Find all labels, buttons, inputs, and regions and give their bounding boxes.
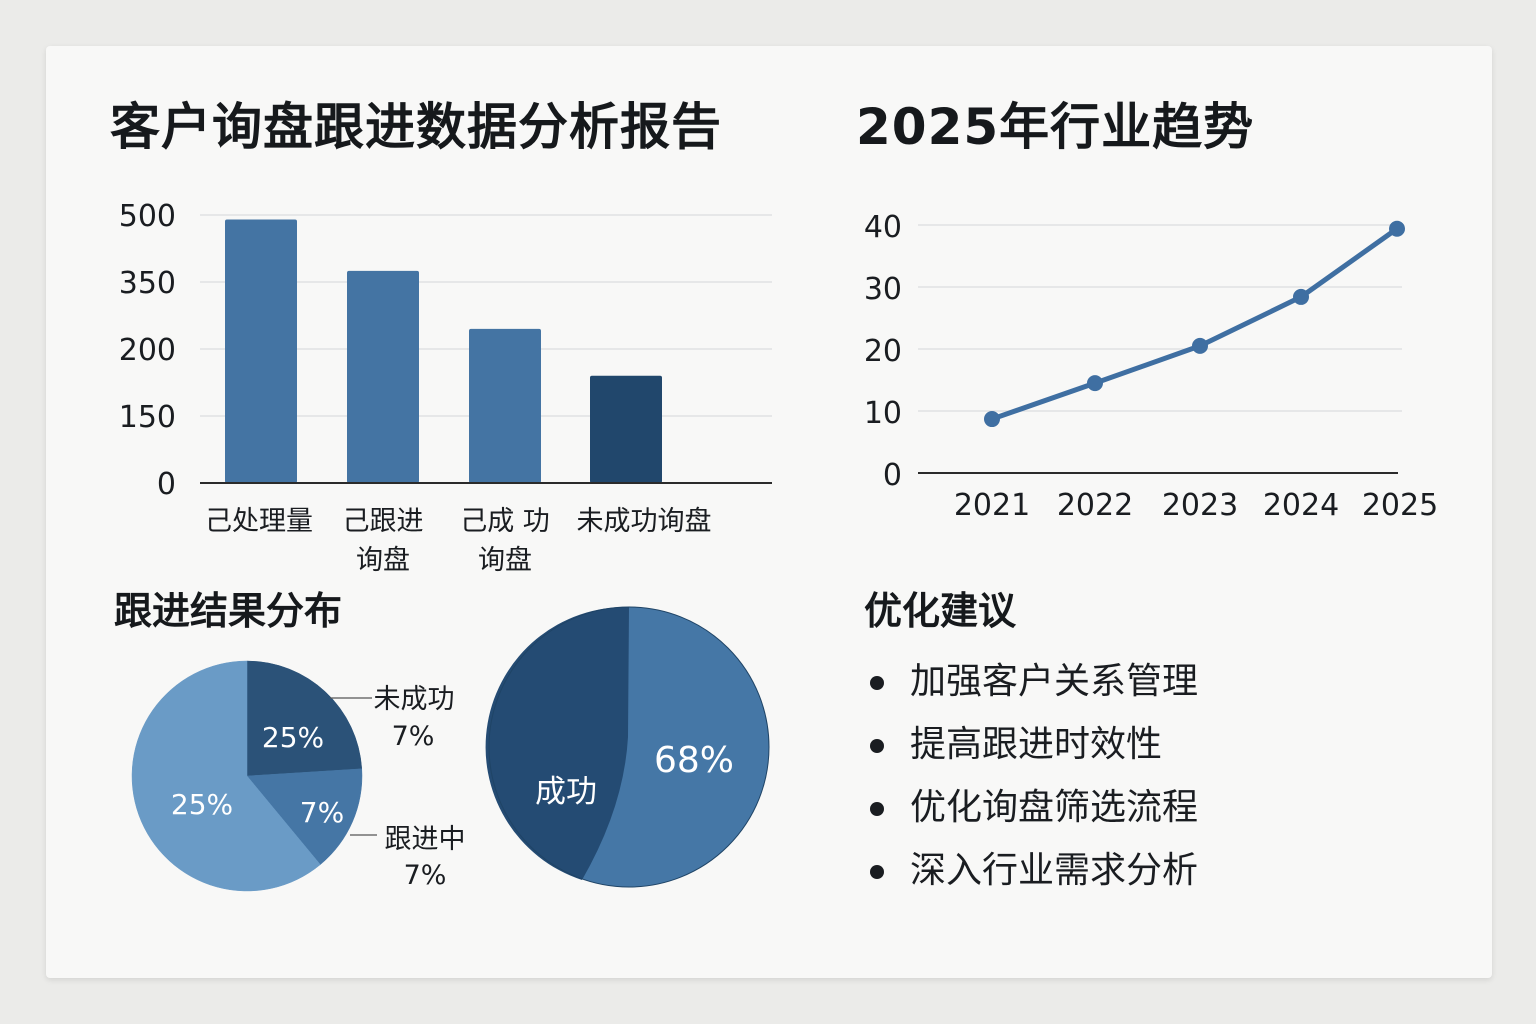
- recommendation-item: 提高跟进时效性: [868, 715, 1198, 778]
- distribution-title: 跟进结果分布: [114, 589, 343, 633]
- bar-category-label: 未成功询盘: [577, 506, 712, 537]
- bullet-icon: [870, 676, 884, 690]
- trend-title: 2025年行业趋势: [856, 98, 1255, 156]
- bar-2: [347, 270, 419, 483]
- bullet-icon: [870, 739, 884, 753]
- bar-3: [469, 328, 541, 483]
- bar-category-label: 己跟进: [343, 506, 424, 537]
- report-title: 客户询盘跟进数据分析报告: [110, 98, 722, 156]
- bar-ytick-label: 200: [119, 333, 176, 368]
- bar-category-label: 己成 功: [460, 506, 550, 537]
- bar-4: [590, 375, 662, 483]
- recommendations-list: 加强客户关系管理 提高跟进时效性 优化询盘筛选流程 深入行业需求分析: [868, 652, 1198, 904]
- bar-ytick-label: 150: [119, 400, 176, 435]
- bar-category-label: 询盘: [356, 545, 410, 576]
- bar-ytick-label: 0: [157, 467, 176, 502]
- bar-category-label: 己处理量: [205, 506, 313, 537]
- bar-category-label: 询盘: [478, 545, 532, 576]
- bar-ytick-label: 350: [119, 266, 176, 301]
- bar-1: [225, 219, 297, 483]
- bullet-icon: [870, 802, 884, 816]
- recommendation-item: 优化询盘筛选流程: [868, 778, 1198, 841]
- recommendations-title: 优化建议: [864, 589, 1017, 633]
- bar-ytick-label: 500: [119, 199, 176, 234]
- bullet-icon: [870, 865, 884, 879]
- recommendation-item: 深入行业需求分析: [868, 841, 1198, 904]
- recommendation-item: 加强客户关系管理: [868, 652, 1198, 715]
